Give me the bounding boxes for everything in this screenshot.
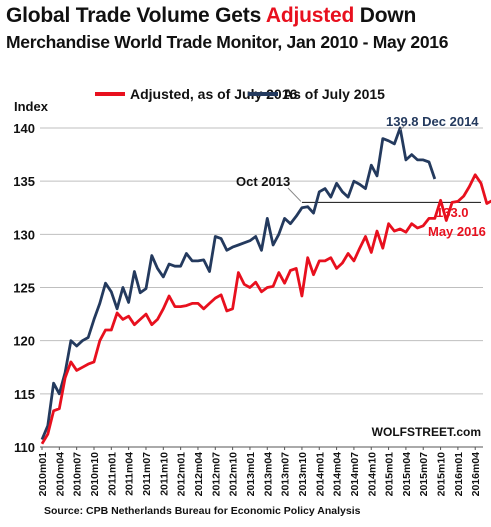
series-line <box>40 173 491 445</box>
x-tick-label: 2014m07 <box>349 452 361 497</box>
x-tick-label: 2012m04 <box>193 452 205 497</box>
y-tick-label: 130 <box>13 227 35 242</box>
annotations: 139.8 Dec 2014 Oct 2013 133.0 May 2016 <box>236 114 486 239</box>
watermark-text: WOLFSTREET.com <box>372 425 481 439</box>
x-tick-label: 2015m04 <box>401 452 413 497</box>
x-tick-label: 2016m04 <box>470 452 482 497</box>
x-tick-label: 2010m04 <box>54 452 66 497</box>
x-tick-label: 2015m07 <box>418 452 430 497</box>
x-tick-label: 2013m04 <box>262 452 274 497</box>
y-tick-label: 115 <box>14 387 35 402</box>
y-tick-label: 110 <box>14 440 35 455</box>
x-tick-label: 2014m10 <box>366 452 378 497</box>
title-part-2: Down <box>354 4 417 27</box>
annotation-leader <box>287 187 302 202</box>
x-tick-label: 2013m10 <box>297 452 309 497</box>
x-tick-label: 2015m10 <box>436 452 448 497</box>
annotation-value: 133.0 <box>436 205 469 220</box>
annotation-date: May 2016 <box>428 224 486 239</box>
x-tick-label: 2011m01 <box>106 452 118 496</box>
chart-subtitle: Merchandise World Trade Monitor, Jan 201… <box>6 32 449 52</box>
grid-lines <box>40 127 483 395</box>
x-tick-label: 2010m10 <box>89 452 101 497</box>
y-tick-label: 120 <box>13 334 35 349</box>
chart-title: Global Trade Volume Gets Adjusted Down <box>6 4 416 28</box>
x-tick-label: 2011m07 <box>141 452 153 496</box>
source-note: Source: CPB Netherlands Bureau for Econo… <box>44 505 361 517</box>
x-tick-label: 2011m10 <box>158 452 170 496</box>
legend-label: Adjusted, as of July 2016 <box>130 86 297 102</box>
annotation-oct-2013: Oct 2013 <box>236 174 290 189</box>
x-tick-label: 2014m04 <box>332 452 344 497</box>
y-tick-label: 125 <box>13 281 35 296</box>
x-tick-label: 2011m04 <box>124 452 136 496</box>
annotation-peak: 139.8 Dec 2014 <box>386 114 479 129</box>
x-tick-label: 2015m01 <box>384 452 396 497</box>
x-tick-label: 2012m01 <box>176 452 188 497</box>
legend-label: As of July 2015 <box>283 86 385 102</box>
x-tick-label: 2013m07 <box>280 452 292 497</box>
x-tick-label: 2012m07 <box>210 452 222 497</box>
x-tick-label: 2010m07 <box>72 452 84 497</box>
x-tick-label: 2012m10 <box>228 452 240 497</box>
y-tick-labels: 110 115 120 125 130 135 140 <box>13 121 35 455</box>
x-tick-label: 2010m01 <box>37 452 49 497</box>
series-lines <box>40 126 491 445</box>
y-axis-label: Index <box>14 99 49 114</box>
y-tick-label: 135 <box>13 174 35 189</box>
title-part-1: Global Trade Volume Gets <box>6 4 266 27</box>
series-line <box>40 126 437 441</box>
title-highlight: Adjusted <box>265 4 355 27</box>
annotation-leader <box>399 125 405 131</box>
x-tick-label: 2016m01 <box>453 452 465 497</box>
y-tick-label: 140 <box>13 121 35 136</box>
x-tick-label: 2014m01 <box>314 452 326 497</box>
x-tick-label: 2013m01 <box>245 452 257 497</box>
x-tick-labels: 2010m01 2010m04 2010m07 2010m10 2011m01 2011m… <box>37 447 482 496</box>
